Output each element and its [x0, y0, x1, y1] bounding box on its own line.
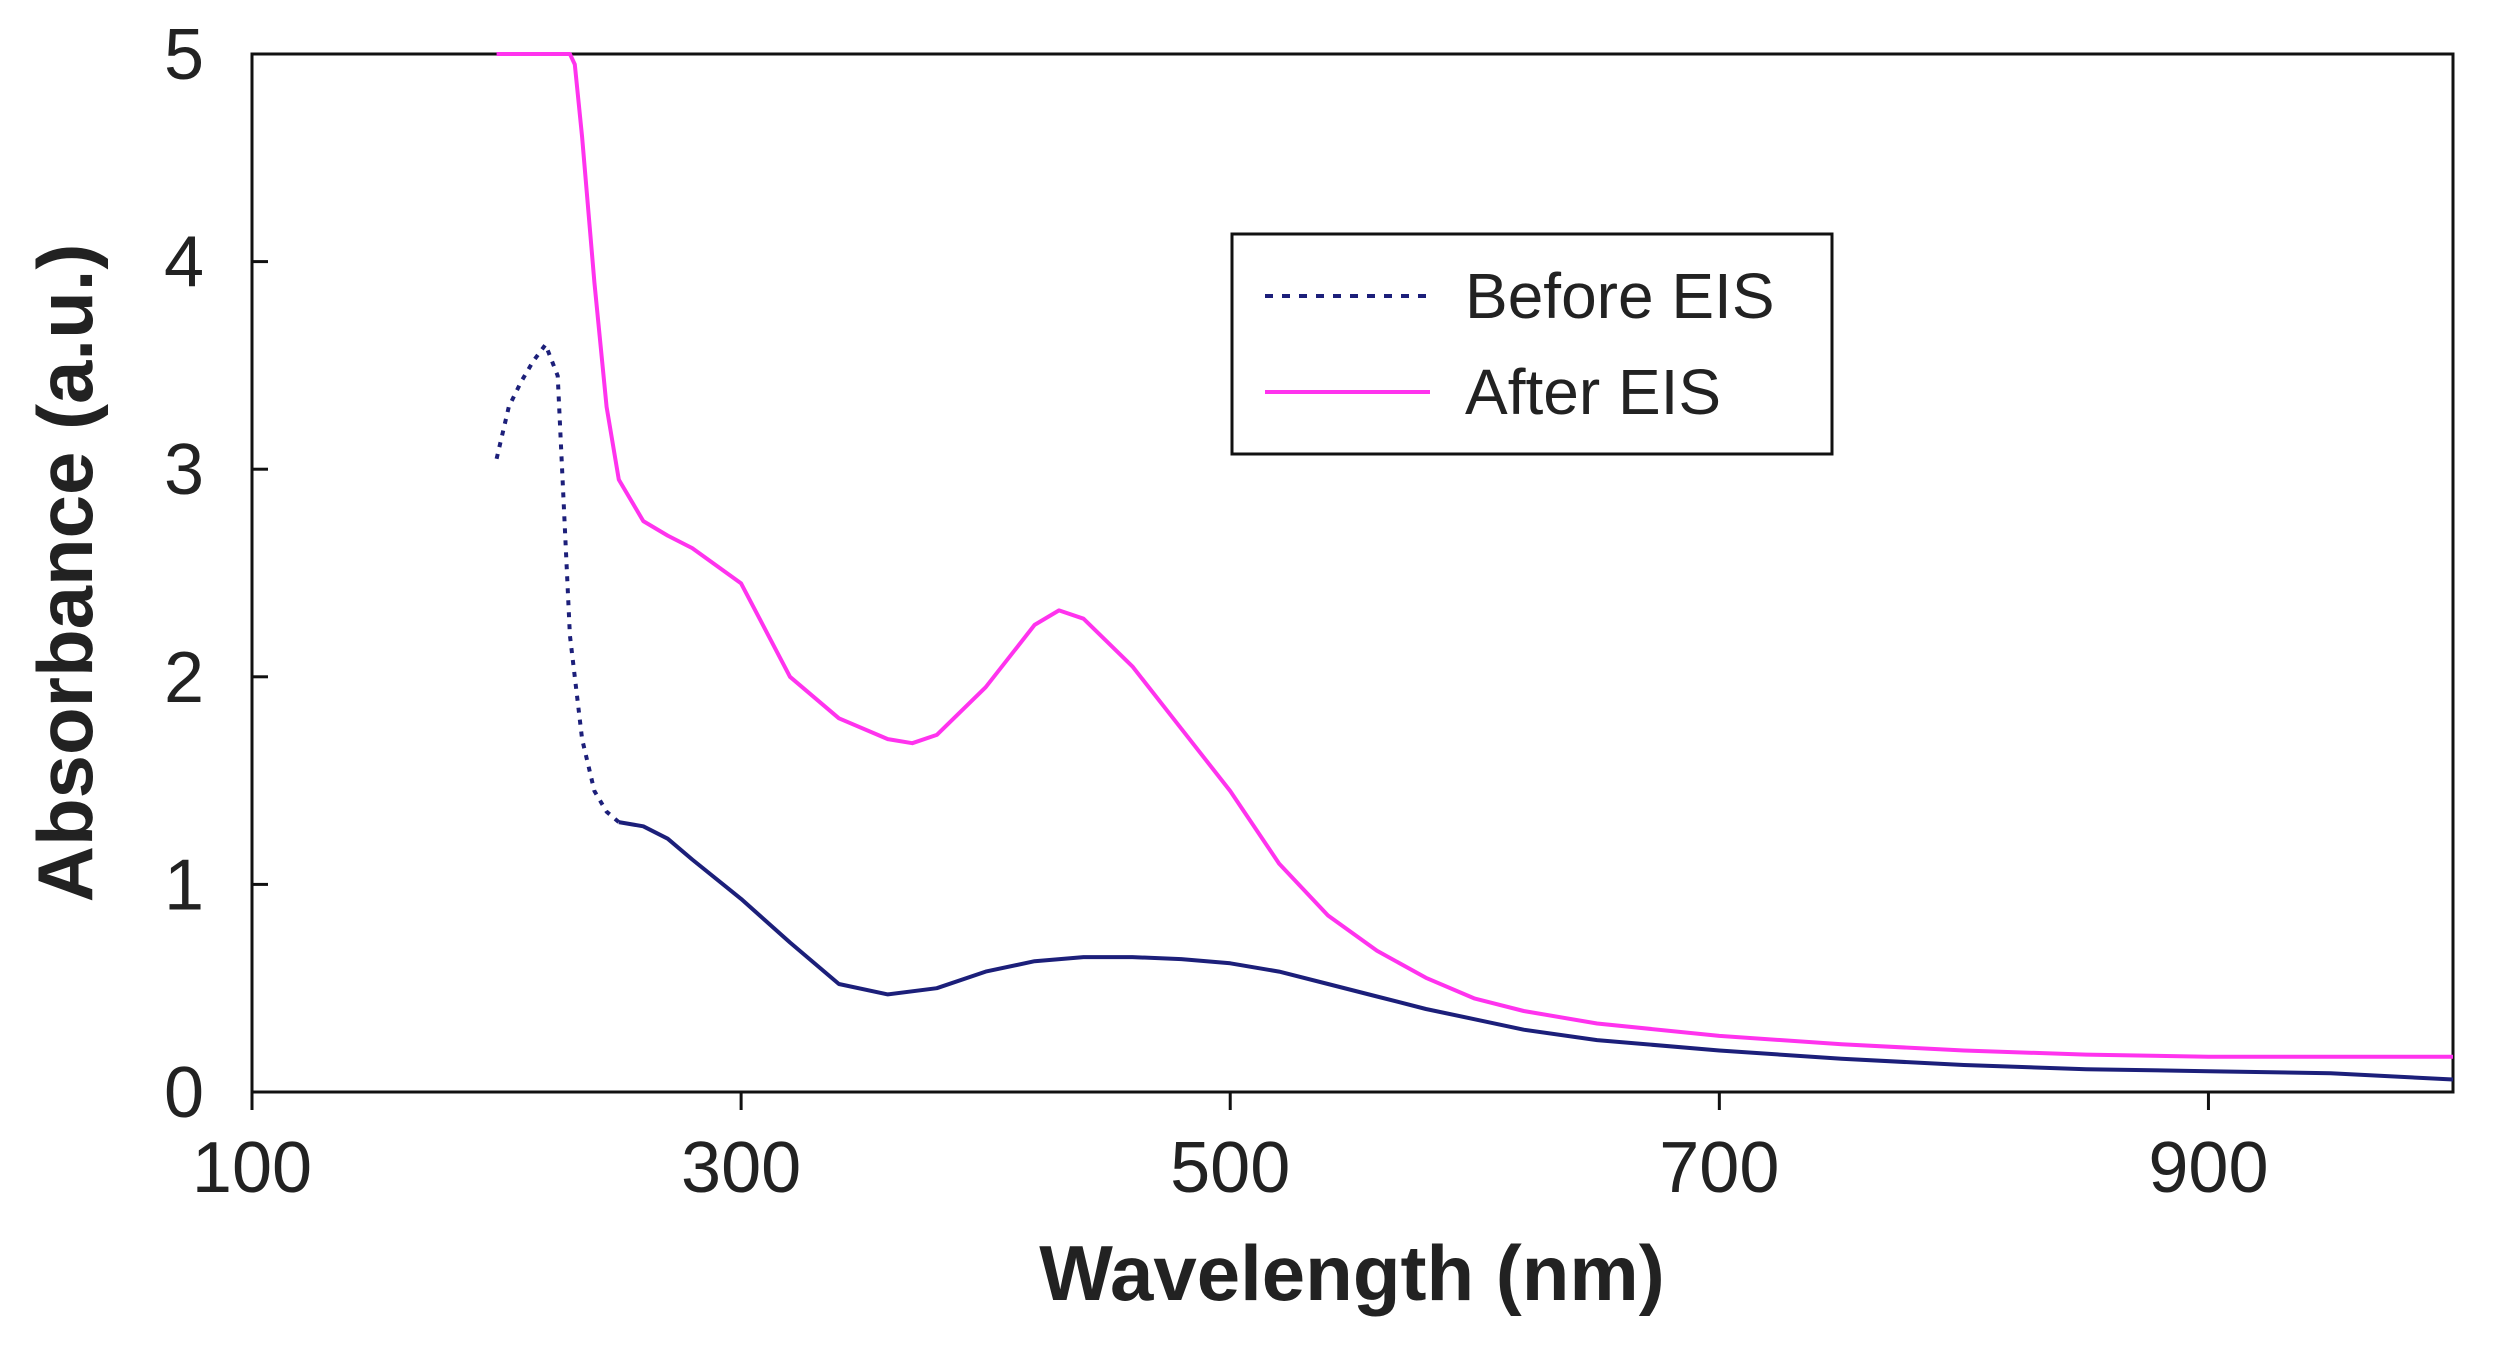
y-tick-label-3: 3	[164, 430, 204, 510]
x-tick-label-900: 900	[2148, 1128, 2268, 1208]
series-line-after-eis	[496, 52, 2453, 1059]
legend-label-before-eis: Before EIS	[1465, 260, 1775, 332]
x-axis-ticks: 100 300 500 700 900	[192, 1092, 2269, 1208]
legend: Before EIS After EIS	[1230, 232, 1834, 456]
x-tick-label-300: 300	[681, 1128, 801, 1208]
y-tick-label-4: 4	[164, 223, 204, 303]
x-tick-label-100: 100	[192, 1128, 312, 1208]
y-tick-label-5: 5	[164, 15, 204, 95]
series-line-before-eis	[618, 820, 2454, 1082]
x-tick-label-500: 500	[1170, 1128, 1290, 1208]
series-layer	[494, 52, 2454, 1082]
legend-box	[1230, 232, 1834, 456]
x-tick-label-700: 700	[1659, 1128, 1779, 1208]
y-axis-ticks: 0 1 2 3 4 5	[164, 15, 268, 1133]
plot-frame	[250, 52, 2455, 1094]
y-tick-label-1: 1	[164, 845, 204, 925]
y-axis-title: Absorbance (a.u.)	[21, 244, 109, 903]
x-axis-title: Wavelength (nm)	[1039, 1229, 1664, 1317]
series-line-before-eis-dotted	[494, 342, 621, 824]
y-tick-label-0: 0	[164, 1053, 204, 1133]
y-tick-label-2: 2	[164, 638, 204, 718]
legend-label-after-eis: After EIS	[1465, 356, 1721, 428]
